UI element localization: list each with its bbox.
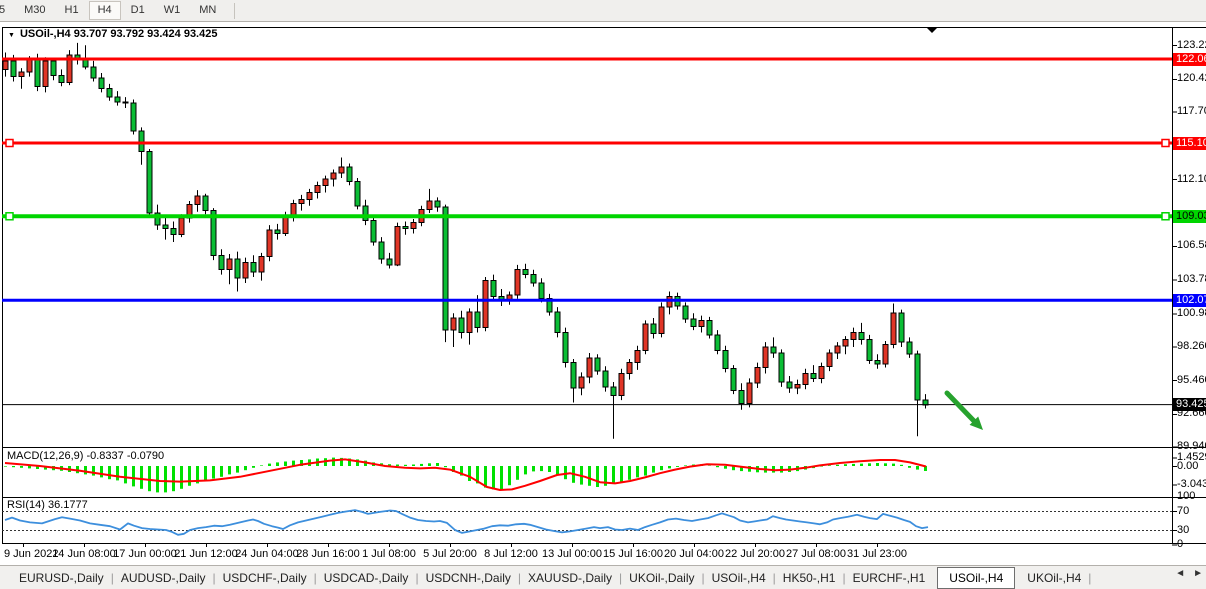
time-axis-label: 8 Jul 12:00 — [484, 548, 538, 560]
time-axis-label: 24 Jun 04:00 — [235, 548, 299, 560]
tab-separator: | — [212, 570, 216, 585]
tab-separator: | — [619, 570, 623, 585]
price-axis-label: 103.780 — [1177, 273, 1206, 286]
symbol-tab[interactable]: EURUSD-,Daily — [19, 570, 104, 585]
timeframe-button-h4[interactable]: H4 — [88, 1, 121, 20]
timeframe-button-mn[interactable]: MN — [199, 4, 217, 16]
tab-separator: | — [415, 570, 419, 585]
tab-scroll-buttons: ◄ ► — [1175, 568, 1203, 579]
price-line-tag: 102.07 — [1173, 293, 1206, 307]
rsi-axis-label: 100 — [1177, 490, 1196, 503]
rsi-axis-label: 0 — [1177, 537, 1184, 550]
line-handle[interactable] — [5, 212, 14, 221]
tab-separator: | — [110, 570, 114, 585]
timeframe-button-m30[interactable]: M30 — [24, 4, 46, 16]
symbol-tab-bar: EURUSD-,Daily | AUDUSD-,Daily | USDCHF-,Dail… — [0, 565, 1206, 589]
macd-label: MACD(12,26,9) -0.8337 -0.0790 — [7, 450, 165, 462]
time-axis-label: 27 Jul 08:00 — [786, 548, 846, 560]
symbol-tab[interactable]: USOil-,H4 — [711, 570, 766, 585]
shift-marker-icon — [926, 27, 938, 33]
symbol-tab[interactable]: USDCAD-,Daily — [323, 570, 409, 585]
time-axis-label: 22 Jul 20:00 — [725, 548, 785, 560]
tab-scroll-right-icon[interactable]: ► — [1193, 568, 1203, 579]
symbol-tab-active[interactable]: USOil-,H4 — [937, 566, 1016, 589]
rsi-axis-label: 30 — [1177, 523, 1190, 536]
tab-scroll-left-icon[interactable]: ◄ — [1175, 568, 1186, 579]
current-price-tag: 93.425 — [1173, 398, 1206, 412]
time-axis-label: 13 Jul 00:00 — [542, 548, 602, 560]
tab-separator: | — [772, 570, 776, 585]
macd-layer — [4, 457, 927, 493]
symbol-tab[interactable]: HK50-,H1 — [782, 570, 836, 585]
price-axis-label: 120.420 — [1177, 72, 1206, 85]
rsi-axis-label: 70 — [1177, 504, 1190, 517]
timeframe-toolbar: 5 M30 H1 H4 D1 W1 MN — [0, 0, 1206, 22]
time-axis-label: 20 Jul 04:00 — [664, 548, 724, 560]
candles-layer — [2, 42, 929, 439]
time-axis-label: 17 Jun 00:00 — [113, 548, 177, 560]
macd-axis-label: 1.4529 — [1177, 450, 1206, 463]
tab-separator: | — [701, 570, 705, 585]
symbol-tab[interactable]: USDCNH-,Daily — [425, 570, 511, 585]
time-axis-label: 31 Jul 23:00 — [847, 548, 907, 560]
line-handle[interactable] — [1161, 212, 1170, 221]
price-axis-label: 95.460 — [1177, 373, 1206, 386]
symbol-tab[interactable]: XAUUSD-,Daily — [528, 570, 613, 585]
price-axis-label: 112.100 — [1177, 172, 1206, 185]
time-axis-label: 1 Jul 08:00 — [362, 548, 416, 560]
line-handle[interactable] — [1161, 138, 1170, 148]
timeframe-button-h1[interactable]: H1 — [64, 4, 79, 16]
price-axis-label: 100.980 — [1177, 306, 1206, 319]
price-axis-label: 98.260 — [1177, 339, 1206, 352]
tab-separator: | — [517, 570, 522, 585]
price-axis-label: 117.700 — [1177, 105, 1206, 118]
tab-separator: | — [1088, 570, 1092, 585]
price-line-tag: 109.03 — [1173, 209, 1206, 223]
price-axis-label: 106.580 — [1177, 239, 1206, 252]
symbol-tab[interactable]: AUDUSD-,Daily — [120, 570, 206, 585]
time-axis-label: 21 Jun 12:00 — [174, 548, 238, 560]
chart-dropdown-icon[interactable]: ▼ — [8, 31, 15, 39]
chart-title: ▼ USOil-,H4 93.707 93.792 93.424 93.425 — [8, 28, 217, 40]
price-line-tag: 115.10 — [1173, 136, 1206, 150]
macd-axis-label: 0.00 — [1177, 459, 1199, 472]
toolbar-separator — [234, 2, 236, 19]
price-lines-layer[interactable] — [2, 57, 1172, 406]
time-axis-label: 9 Jun 2022 — [4, 548, 59, 560]
macd-axis-label: -3.0439 — [1177, 477, 1206, 490]
rsi-label: RSI(14) 36.1777 — [7, 499, 88, 511]
line-handle[interactable] — [5, 138, 14, 148]
chart-title-text: USOil-,H4 93.707 93.792 93.424 93.425 — [19, 28, 218, 40]
time-axis-label: 15 Jul 16:00 — [603, 548, 663, 560]
symbol-tab[interactable]: EURCHF-,H1 — [852, 570, 926, 585]
axis-ticks — [23, 45, 1177, 547]
down-arrow-annotation[interactable] — [944, 390, 983, 430]
timeframe-button-d1[interactable]: D1 — [130, 4, 145, 16]
pane-borders — [2, 27, 1206, 544]
price-axis-label: 89.940 — [1177, 440, 1206, 453]
price-axis-label: 123.220 — [1177, 38, 1206, 51]
symbol-tab[interactable]: USDCHF-,Daily — [222, 570, 307, 585]
timeframe-button-5[interactable]: 5 — [0, 4, 6, 16]
price-line-tag: 122.06 — [1173, 52, 1206, 66]
time-axis-label: 14 Jun 08:00 — [52, 548, 116, 560]
symbol-tab[interactable]: UKOil-,Daily — [629, 570, 695, 585]
symbol-tab[interactable]: UKOil-,H4 — [1027, 570, 1082, 585]
time-axis-label: 5 Jul 20:00 — [423, 548, 477, 560]
tab-separator: | — [313, 570, 317, 585]
timeframe-button-w1[interactable]: W1 — [163, 4, 181, 16]
time-axis-label: 28 Jun 16:00 — [296, 548, 360, 560]
tab-separator: | — [842, 570, 846, 585]
rsi-layer — [2, 509, 1172, 536]
